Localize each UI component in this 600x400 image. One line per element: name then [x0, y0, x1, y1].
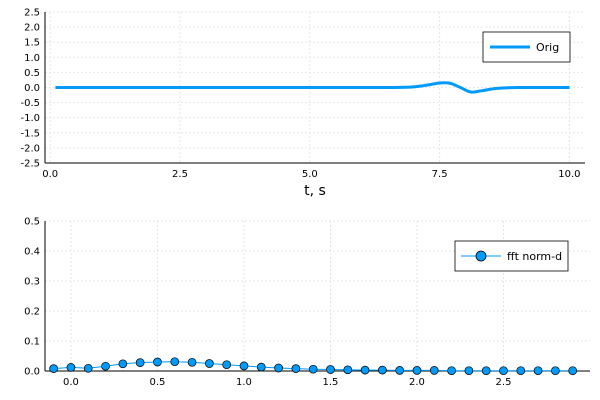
data-point: [464, 366, 474, 376]
bottom-x-ticks: 0.0 0.5 1.0 1.5 2.0 2.5: [63, 377, 511, 388]
top-y-tick-label: -2.5: [20, 159, 40, 170]
bottom-x-tick-label: 2.0: [409, 377, 425, 388]
top-x-axis-label: t, s: [304, 183, 326, 199]
bottom-y-tick-label: 0.3: [24, 277, 40, 288]
bottom-y-tick-label: 0.1: [24, 337, 40, 348]
data-point: [499, 366, 508, 376]
top-axes: [44, 12, 585, 164]
top-legend-label: Orig: [536, 41, 559, 54]
bottom-y-tick-label: 0.5: [24, 217, 40, 228]
top-series: [55, 81, 570, 94]
bottom-legend-marker: [475, 250, 487, 262]
top-y-tick-label: 1.0: [24, 53, 40, 64]
top-y-tick-label: -0.5: [20, 98, 40, 109]
series-line-orig: [55, 81, 570, 94]
top-y-tick-label: 0.5: [24, 68, 40, 79]
data-point: [516, 366, 526, 376]
top-y-tick-label: 2.0: [24, 23, 40, 34]
data-point: [447, 366, 456, 376]
top-y-tick-label: 0.0: [24, 83, 40, 94]
data-point: [101, 361, 110, 371]
bottom-x-tick-label: 1.0: [236, 377, 252, 388]
top-x-tick-label: 5.0: [302, 169, 318, 180]
plot-bottom: 0.5 0.4 0.3 0.2 0.1 0.0 0.0 0.5 1.0 1.5 2.0 2.5 ff…: [24, 217, 590, 388]
bottom-x-tick-label: 0.0: [63, 377, 79, 388]
bottom-y-tick-label: 0.4: [24, 247, 40, 258]
data-point: [551, 366, 560, 376]
bottom-y-ticks: 0.5 0.4 0.3 0.2 0.1 0.0: [24, 217, 40, 378]
top-x-tick-label: 2.5: [172, 169, 188, 180]
bottom-x-tick-label: 2.5: [496, 377, 512, 388]
bottom-legend-label: fft norm-d: [507, 250, 562, 263]
data-point: [205, 359, 214, 368]
data-point: [378, 365, 387, 375]
top-y-tick-label: 2.5: [24, 8, 40, 19]
top-x-tick-label: 7.5: [432, 169, 448, 180]
top-y-tick-label: -1.5: [20, 128, 40, 139]
bottom-x-tick-label: 0.5: [150, 377, 166, 388]
top-x-tick-label: 0.0: [42, 169, 58, 180]
bottom-series: [49, 357, 578, 376]
data-point: [568, 366, 578, 376]
data-point: [533, 366, 543, 376]
top-y-tick-label: -2.0: [20, 143, 40, 154]
data-point: [274, 363, 283, 373]
top-y-ticks: 2.5 2.0 1.5 1.0 0.5 0.0 -0.5 -1.0 -1.5 -2.0 -2.5: [20, 8, 40, 170]
data-point: [239, 361, 249, 371]
bottom-legend: fft norm-d: [454, 240, 569, 272]
data-point: [481, 366, 491, 376]
data-point: [135, 358, 145, 367]
data-point: [308, 364, 318, 374]
data-point: [291, 364, 301, 373]
data-point: [360, 365, 370, 375]
bottom-y-tick-label: 0.2: [24, 307, 40, 318]
top-x-tick-label: 10.0: [558, 169, 580, 180]
data-point: [412, 366, 422, 375]
data-point: [395, 366, 405, 375]
plot-top: 2.5 2.0 1.5 1.0 0.5 0.0 -0.5 -1.0 -1.5 -2.0 -2.5 0…: [20, 8, 585, 199]
data-point: [326, 365, 335, 374]
data-point: [187, 357, 197, 367]
top-legend: Orig: [482, 31, 571, 63]
data-point: [49, 364, 59, 373]
data-point: [83, 363, 93, 373]
data-point: [153, 357, 162, 367]
data-point: [429, 366, 439, 375]
data-point: [170, 357, 180, 367]
bottom-y-tick-label: 0.0: [24, 367, 40, 378]
top-y-tick-label: -1.0: [20, 113, 40, 124]
top-x-ticks: 0.0 2.5 5.0 7.5 10.0: [42, 169, 580, 180]
top-y-tick-label: 1.5: [24, 38, 40, 49]
bottom-x-tick-label: 1.5: [323, 377, 339, 388]
data-point: [66, 363, 76, 372]
data-point: [343, 365, 353, 375]
data-point: [118, 359, 128, 369]
data-point: [256, 362, 266, 372]
data-point: [222, 360, 232, 370]
